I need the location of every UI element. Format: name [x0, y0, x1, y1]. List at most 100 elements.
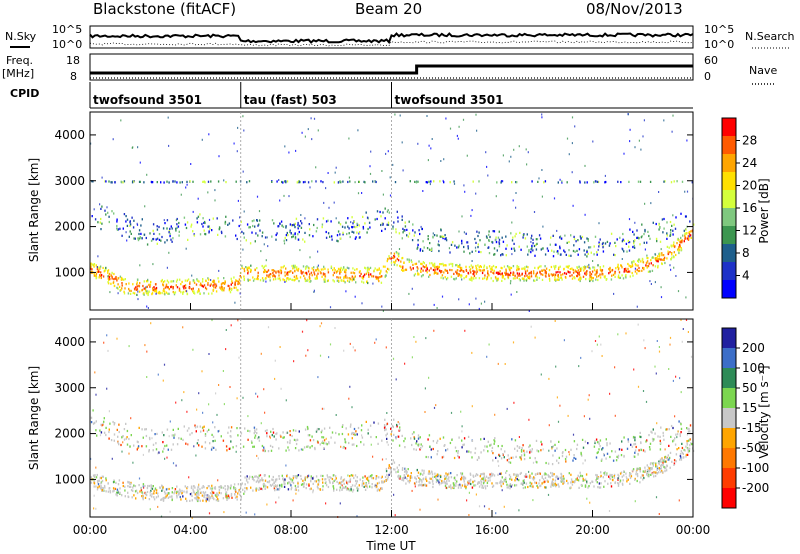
- range-cell: [289, 230, 291, 234]
- range-cell: [384, 227, 386, 231]
- range-cell: [280, 435, 282, 438]
- range-cell: [394, 514, 396, 517]
- range-cell: [324, 280, 327, 283]
- range-cell: [685, 232, 687, 235]
- range-cell: [343, 279, 345, 283]
- range-cell: [211, 484, 213, 487]
- range-cell: [263, 446, 265, 449]
- range-cell: [617, 454, 620, 457]
- range-cell: [390, 469, 392, 472]
- range-cell: [514, 479, 516, 482]
- range-cell: [411, 239, 414, 242]
- range-cell: [628, 264, 630, 267]
- range-cell: [109, 278, 111, 281]
- range-cell: [467, 245, 469, 248]
- range-cell: [151, 492, 153, 496]
- range-cell: [251, 231, 253, 234]
- range-cell: [212, 288, 215, 291]
- range-cell: [678, 420, 680, 423]
- range-cell: [123, 180, 126, 183]
- range-cell: [144, 287, 147, 290]
- range-cell: [339, 272, 341, 275]
- range-cell: [104, 486, 106, 489]
- range-cell: [407, 235, 410, 238]
- range-cell: [90, 266, 92, 269]
- range-cell: [208, 353, 210, 355]
- range-cell: [416, 247, 418, 250]
- range-cell: [466, 483, 469, 486]
- range-cell: [170, 225, 172, 228]
- range-cell: [171, 498, 173, 502]
- range-cell: [584, 164, 586, 167]
- colorbar-swatch: [722, 448, 736, 469]
- range-cell: [116, 279, 118, 282]
- range-cell: [99, 265, 102, 268]
- range-cell: [520, 248, 522, 251]
- range-cell: [528, 418, 530, 421]
- range-cell: [242, 115, 244, 118]
- range-cell: [530, 450, 533, 453]
- range-cell: [417, 471, 420, 474]
- range-cell: [482, 482, 485, 485]
- range-cell: [481, 473, 483, 476]
- range-cell: [93, 507, 95, 510]
- range-cell: [399, 475, 402, 478]
- range-cell: [289, 430, 291, 433]
- range-cell: [603, 472, 605, 475]
- range-cell: [528, 276, 531, 279]
- range-cell: [649, 470, 651, 473]
- range-cell: [387, 150, 389, 153]
- range-cell: [597, 264, 599, 267]
- range-cell: [393, 260, 395, 264]
- range-cell: [214, 487, 217, 490]
- range-cell: [527, 485, 529, 489]
- range-cell: [91, 268, 93, 271]
- range-cell: [411, 489, 413, 492]
- range-cell: [152, 287, 154, 290]
- range-cell: [468, 491, 470, 494]
- range-tick-label: 1000: [54, 265, 85, 279]
- range-cell: [421, 484, 423, 487]
- range-cell: [193, 281, 196, 284]
- range-cell: [339, 223, 342, 226]
- range-cell: [151, 429, 153, 432]
- range-cell: [130, 434, 132, 437]
- range-cell: [218, 269, 220, 272]
- range-cell: [516, 269, 518, 272]
- range-cell: [384, 217, 386, 220]
- range-cell: [482, 472, 484, 475]
- range-cell: [405, 482, 407, 485]
- range-cell: [221, 282, 224, 285]
- range-cell: [475, 266, 477, 270]
- range-cell: [398, 429, 400, 432]
- range-cell: [670, 435, 672, 438]
- range-cell: [202, 411, 204, 414]
- range-cell: [302, 479, 304, 482]
- range-cell: [687, 235, 690, 238]
- range-cell: [235, 180, 237, 183]
- range-cell: [211, 229, 213, 232]
- range-cell: [326, 443, 328, 446]
- range-cell: [128, 485, 131, 488]
- range-cell: [267, 275, 270, 278]
- range-cell: [113, 212, 115, 215]
- range-cell: [204, 494, 206, 497]
- range-cell: [230, 440, 232, 443]
- range-cell: [295, 217, 298, 220]
- range-cell: [390, 472, 392, 475]
- range-cell: [476, 129, 478, 132]
- range-cell: [515, 206, 517, 209]
- range-cell: [397, 470, 399, 473]
- range-cell: [266, 432, 268, 435]
- range-cell: [436, 473, 438, 476]
- range-cell: [432, 235, 434, 238]
- range-cell: [633, 240, 635, 243]
- range-cell: [307, 445, 309, 448]
- range-cell: [179, 490, 181, 493]
- range-cell: [360, 429, 363, 432]
- range-cell: [648, 475, 650, 478]
- range-cell: [152, 237, 155, 241]
- range-cell: [313, 289, 315, 292]
- range-cell: [289, 477, 291, 480]
- range-cell: [676, 433, 679, 436]
